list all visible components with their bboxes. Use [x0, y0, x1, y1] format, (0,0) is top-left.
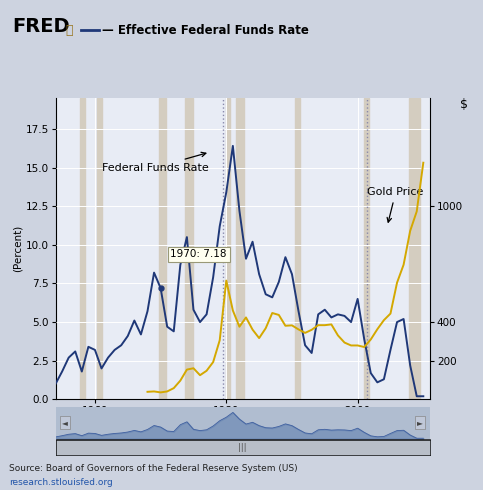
Text: Source: Board of Governors of the Federal Reserve System (US): Source: Board of Governors of the Federa… — [9, 465, 298, 473]
Bar — [80, 98, 85, 399]
Bar — [159, 98, 166, 399]
Bar — [409, 98, 420, 399]
Text: ◄: ◄ — [62, 418, 68, 427]
Bar — [236, 98, 244, 399]
Y-axis label: $: $ — [460, 98, 469, 111]
Bar — [97, 98, 101, 399]
Bar — [185, 98, 194, 399]
Text: 1970: 7.18: 1970: 7.18 — [170, 249, 227, 259]
Text: Gold Price: Gold Price — [368, 187, 424, 222]
Text: |||: ||| — [239, 443, 247, 452]
Text: ⟋: ⟋ — [65, 24, 73, 37]
Text: Federal Funds Rate: Federal Funds Rate — [101, 152, 208, 172]
Text: FRED: FRED — [12, 17, 70, 36]
Bar — [364, 98, 369, 399]
Y-axis label: (Percent): (Percent) — [13, 225, 23, 272]
Bar — [295, 98, 300, 399]
Text: ►: ► — [417, 418, 423, 427]
Bar — [227, 98, 229, 399]
Text: research.stlouisfed.org: research.stlouisfed.org — [9, 478, 113, 487]
Text: — Effective Federal Funds Rate: — Effective Federal Funds Rate — [102, 24, 309, 37]
